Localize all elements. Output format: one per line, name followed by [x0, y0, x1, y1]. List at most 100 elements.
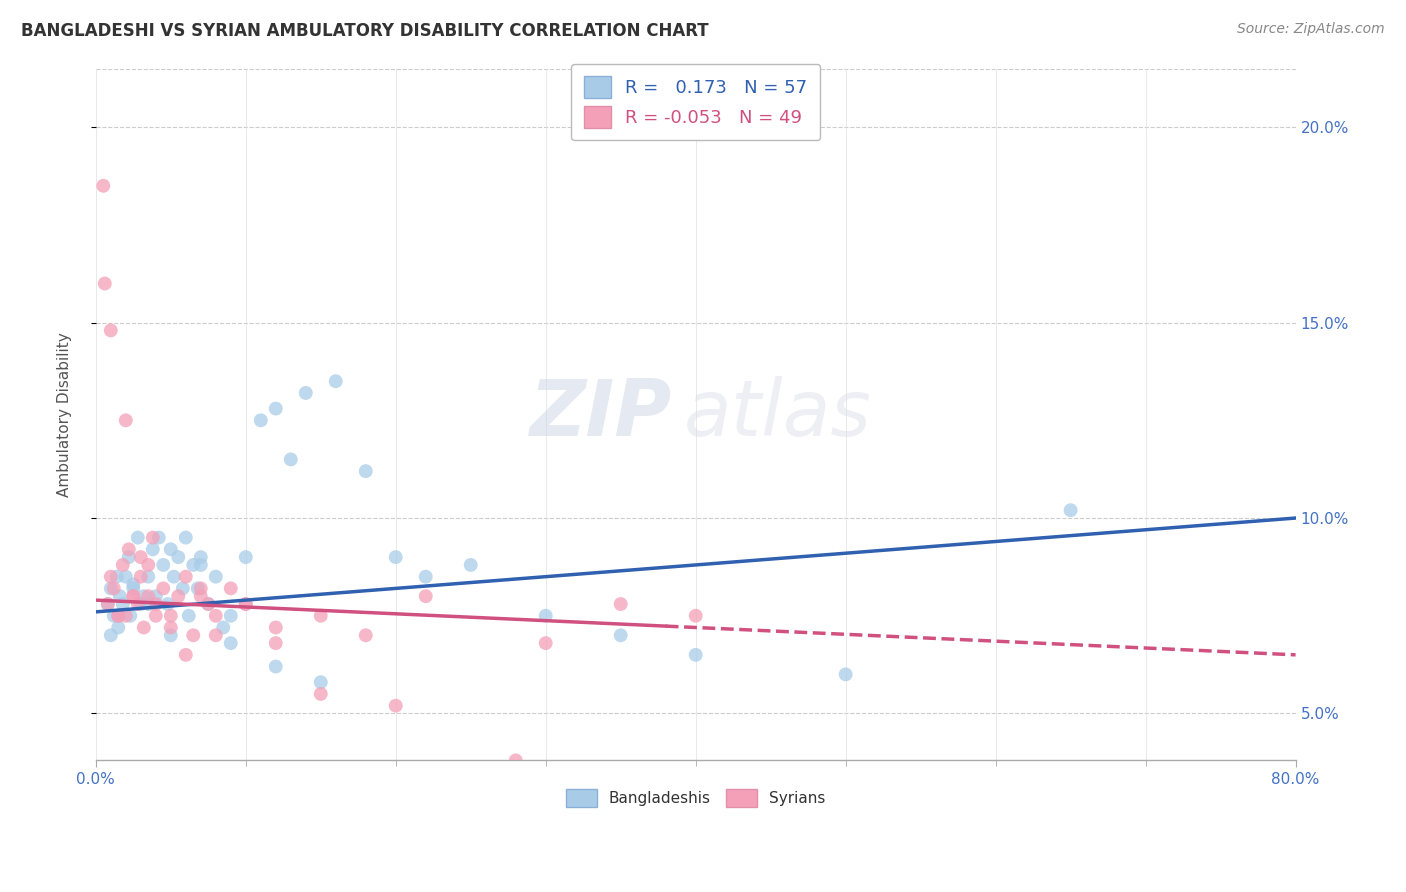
Point	[505, 753, 527, 767]
Point	[97, 597, 120, 611]
Point	[91, 178, 114, 193]
Point	[159, 620, 181, 634]
Point	[156, 597, 179, 611]
Point	[159, 608, 181, 623]
Point	[100, 582, 122, 596]
Point	[100, 323, 122, 337]
Point	[103, 608, 125, 623]
Point	[103, 582, 125, 596]
Point	[834, 667, 856, 681]
Text: atlas: atlas	[683, 376, 872, 452]
Point	[107, 608, 129, 623]
Point	[148, 531, 170, 545]
Point	[136, 558, 159, 572]
Text: Source: ZipAtlas.com: Source: ZipAtlas.com	[1237, 22, 1385, 37]
Point	[609, 597, 631, 611]
Point	[111, 558, 134, 572]
Point	[190, 589, 212, 603]
Point	[197, 597, 219, 611]
Point	[129, 569, 152, 583]
Point	[1059, 503, 1081, 517]
Point	[190, 550, 212, 565]
Point	[108, 589, 131, 603]
Y-axis label: Ambulatory Disability: Ambulatory Disability	[58, 332, 72, 497]
Point	[127, 531, 149, 545]
Point	[204, 608, 226, 623]
Point	[174, 648, 197, 662]
Point	[685, 648, 707, 662]
Point	[114, 608, 136, 623]
Point	[145, 608, 167, 623]
Point	[219, 582, 242, 596]
Point	[122, 589, 145, 603]
Point	[122, 577, 145, 591]
Point	[94, 277, 117, 291]
Point	[187, 582, 209, 596]
Point	[136, 597, 159, 611]
Point	[264, 636, 287, 650]
Text: BANGLADESHI VS SYRIAN AMBULATORY DISABILITY CORRELATION CHART: BANGLADESHI VS SYRIAN AMBULATORY DISABIL…	[21, 22, 709, 40]
Point	[111, 597, 134, 611]
Point	[219, 608, 242, 623]
Point	[159, 628, 181, 642]
Text: ZIP: ZIP	[530, 376, 672, 452]
Point	[122, 582, 145, 596]
Point	[181, 628, 204, 642]
Point	[204, 628, 226, 642]
Point	[167, 550, 190, 565]
Point	[460, 558, 482, 572]
Point	[264, 620, 287, 634]
Point	[122, 589, 145, 603]
Point	[120, 608, 142, 623]
Point	[309, 675, 332, 690]
Point	[534, 608, 557, 623]
Point	[118, 550, 141, 565]
Point	[354, 464, 377, 478]
Point	[280, 452, 302, 467]
Point	[384, 698, 406, 713]
Point	[142, 531, 165, 545]
Legend: Bangladeshis, Syrians: Bangladeshis, Syrians	[558, 781, 832, 815]
Point	[132, 620, 155, 634]
Point	[534, 636, 557, 650]
Point	[129, 550, 152, 565]
Point	[145, 597, 167, 611]
Point	[325, 374, 347, 388]
Point	[114, 569, 136, 583]
Point	[190, 558, 212, 572]
Point	[107, 620, 129, 634]
Point	[114, 413, 136, 427]
Point	[159, 542, 181, 557]
Point	[136, 589, 159, 603]
Point	[167, 589, 190, 603]
Point	[172, 582, 194, 596]
Point	[384, 550, 406, 565]
Point	[609, 628, 631, 642]
Point	[100, 569, 122, 583]
Point	[235, 597, 257, 611]
Point	[174, 531, 197, 545]
Point	[235, 597, 257, 611]
Point	[212, 620, 235, 634]
Point	[174, 569, 197, 583]
Point	[129, 597, 152, 611]
Point	[219, 636, 242, 650]
Point	[152, 558, 174, 572]
Point	[136, 569, 159, 583]
Point	[685, 608, 707, 623]
Point	[309, 687, 332, 701]
Point	[197, 597, 219, 611]
Point	[235, 550, 257, 565]
Point	[264, 401, 287, 416]
Point	[163, 569, 186, 583]
Point	[249, 413, 271, 427]
Point	[181, 558, 204, 572]
Point	[107, 608, 129, 623]
Point	[354, 628, 377, 642]
Point	[118, 542, 141, 557]
Point	[415, 569, 437, 583]
Point	[415, 589, 437, 603]
Point	[142, 542, 165, 557]
Point	[309, 608, 332, 623]
Point	[132, 589, 155, 603]
